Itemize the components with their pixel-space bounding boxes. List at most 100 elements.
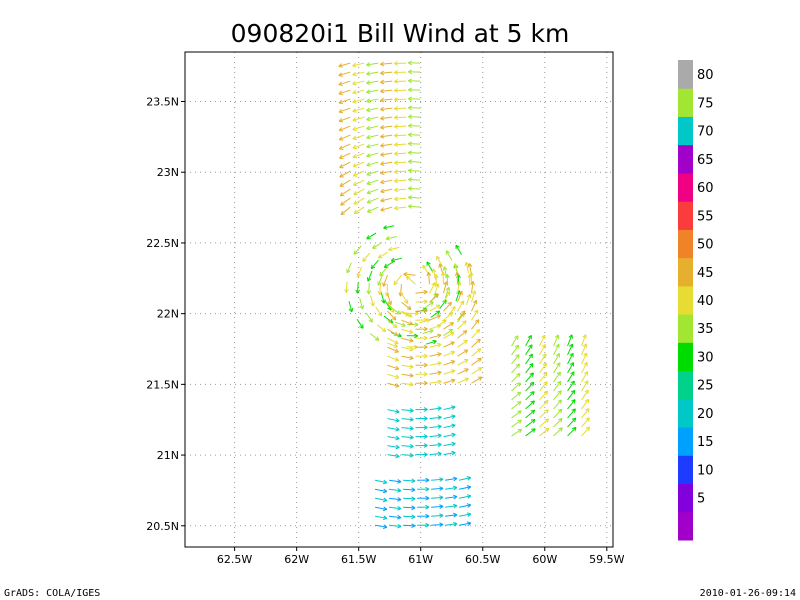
wind-vector bbox=[511, 335, 519, 347]
wind-vector bbox=[415, 416, 428, 421]
colorbar-bin bbox=[678, 285, 693, 315]
wind-vector bbox=[553, 408, 563, 419]
wind-vector bbox=[511, 382, 521, 392]
wind-vector bbox=[338, 116, 351, 123]
wind-vector bbox=[471, 309, 479, 321]
wind-vector bbox=[389, 479, 402, 484]
wind-vector bbox=[385, 235, 397, 241]
wind-vector bbox=[387, 364, 400, 371]
wind-vector bbox=[457, 320, 467, 330]
wind-vector bbox=[408, 60, 421, 66]
wind-vector bbox=[415, 289, 428, 295]
wind-vector bbox=[567, 408, 576, 419]
wind-vector bbox=[415, 434, 428, 439]
colorbar-bin bbox=[678, 455, 693, 485]
wind-vector bbox=[359, 298, 365, 310]
wind-vector bbox=[394, 205, 407, 211]
wind-vector bbox=[415, 371, 428, 377]
wind-vector bbox=[338, 89, 351, 96]
colorbar-bin bbox=[678, 144, 693, 174]
wind-vector bbox=[382, 275, 388, 287]
wind-vector bbox=[525, 391, 535, 401]
wind-vector bbox=[581, 426, 591, 437]
wind-vector bbox=[443, 331, 455, 339]
wind-vector bbox=[379, 267, 388, 277]
wind-vector bbox=[401, 452, 414, 458]
wind-vector bbox=[429, 282, 436, 294]
wind-vector bbox=[380, 106, 393, 112]
wind-vector bbox=[436, 319, 447, 327]
wind-vector bbox=[383, 315, 394, 324]
wind-vector bbox=[539, 418, 550, 428]
wind-vector bbox=[366, 283, 372, 295]
wind-vector bbox=[408, 132, 421, 138]
wind-vector bbox=[443, 450, 456, 456]
wind-vector bbox=[352, 107, 365, 113]
wind-vector bbox=[387, 426, 400, 432]
wind-vector bbox=[338, 62, 351, 68]
wind-vector bbox=[394, 124, 407, 129]
wind-vector bbox=[389, 505, 402, 511]
wind-vector bbox=[429, 333, 442, 339]
wind-vector bbox=[417, 486, 430, 492]
colorbar-label: 15 bbox=[697, 435, 714, 450]
wind-vector bbox=[378, 251, 389, 259]
wind-vector bbox=[525, 419, 536, 428]
wind-vector bbox=[511, 372, 521, 383]
map-frame bbox=[184, 51, 614, 548]
colorbar-label: 5 bbox=[697, 492, 705, 507]
wind-vector bbox=[539, 409, 549, 419]
wind-vector bbox=[511, 428, 523, 437]
wind-vector bbox=[387, 328, 399, 337]
wind-vector bbox=[417, 504, 430, 510]
wind-vector bbox=[443, 341, 455, 348]
wind-vector bbox=[525, 334, 532, 347]
wind-vector bbox=[458, 476, 472, 481]
wind-vector bbox=[415, 380, 428, 386]
wind-vector bbox=[429, 433, 442, 439]
colorbar-bin bbox=[678, 172, 693, 202]
wind-vector bbox=[567, 426, 577, 437]
wind-vector bbox=[457, 300, 465, 312]
wind-vector bbox=[581, 343, 588, 356]
x-tick-label: 62W bbox=[284, 553, 309, 566]
wind-vector bbox=[394, 187, 407, 193]
wind-vector bbox=[365, 312, 373, 323]
wind-vector bbox=[415, 326, 428, 332]
wind-vector bbox=[539, 334, 546, 347]
wind-vector bbox=[346, 262, 352, 274]
wind-vector bbox=[415, 425, 428, 430]
colorbar-label: 80 bbox=[697, 68, 714, 83]
wind-vector bbox=[338, 143, 351, 150]
wind-vector bbox=[525, 363, 534, 374]
wind-vector bbox=[352, 98, 365, 104]
wind-vector bbox=[401, 292, 409, 304]
wind-vector bbox=[375, 306, 383, 317]
colorbar-bin bbox=[678, 257, 693, 287]
wind-vector bbox=[352, 161, 365, 168]
colorbar-label: 50 bbox=[697, 238, 714, 253]
wind-vector bbox=[380, 292, 386, 304]
wind-vector bbox=[356, 266, 363, 278]
wind-vector bbox=[374, 497, 388, 503]
wind-vector bbox=[408, 96, 421, 102]
wind-vector bbox=[383, 261, 394, 268]
wind-vector bbox=[403, 496, 416, 502]
wind-vector bbox=[401, 434, 414, 440]
colorbar-label: 70 bbox=[697, 125, 714, 140]
wind-vector bbox=[394, 61, 407, 66]
wind-vector bbox=[445, 485, 458, 491]
wind-vector bbox=[366, 206, 379, 213]
wind-vector bbox=[431, 268, 437, 280]
wind-vector bbox=[377, 274, 383, 286]
wind-vector bbox=[415, 407, 428, 412]
wind-vector bbox=[401, 346, 414, 352]
wind-vector bbox=[539, 371, 548, 383]
wind-vector bbox=[366, 143, 379, 149]
wind-vector bbox=[387, 444, 400, 450]
wind-vector bbox=[374, 506, 388, 512]
wind-vector bbox=[468, 271, 474, 285]
colorbar-label: 10 bbox=[697, 463, 714, 478]
wind-vector bbox=[387, 355, 400, 362]
wind-vector bbox=[581, 417, 590, 428]
